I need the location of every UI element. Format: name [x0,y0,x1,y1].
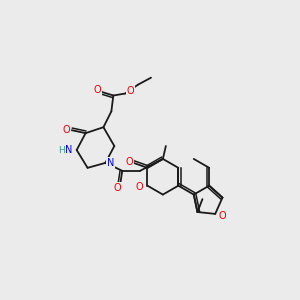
Text: O: O [126,85,134,96]
Text: H: H [58,146,65,155]
Text: O: O [126,157,134,167]
Text: O: O [218,211,226,221]
Text: O: O [63,125,70,135]
Text: O: O [94,85,101,94]
Text: N: N [65,145,72,155]
Text: N: N [107,158,114,168]
Text: O: O [113,183,121,193]
Text: O: O [136,182,143,192]
